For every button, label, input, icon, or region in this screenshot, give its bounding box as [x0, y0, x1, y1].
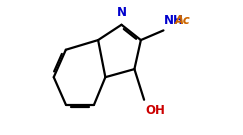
Text: N: N: [116, 6, 127, 19]
Text: OH: OH: [145, 104, 165, 117]
Text: Ac: Ac: [175, 14, 191, 27]
Text: NH: NH: [164, 14, 184, 27]
